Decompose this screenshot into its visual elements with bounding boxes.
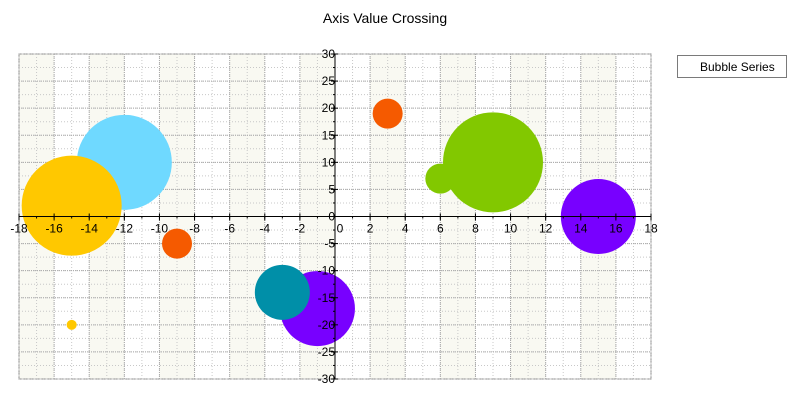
bubble-point [372, 98, 403, 129]
bubble-point [66, 319, 77, 330]
y-tick-label: -25 [318, 345, 336, 359]
x-tick-label: 16 [609, 222, 623, 236]
legend-swatch [684, 62, 694, 72]
x-tick-label: 2 [367, 222, 374, 236]
y-tick-label: -30 [318, 372, 336, 386]
y-tick-label: 0 [328, 210, 335, 224]
chart-title: Axis Value Crossing [322, 10, 448, 26]
y-tick-label: -20 [318, 318, 336, 332]
x-tick-label: 4 [402, 222, 409, 236]
y-tick-label: 20 [322, 101, 336, 115]
bubble-point [254, 264, 310, 320]
chart-legend: Bubble Series [677, 55, 787, 78]
y-tick-label: 25 [322, 74, 336, 88]
x-tick-label: 6 [437, 222, 444, 236]
x-tick-label: 18 [644, 222, 658, 236]
x-tick-label: -2 [295, 222, 306, 236]
x-tick-label: 10 [504, 222, 518, 236]
y-tick-label: -5 [324, 237, 335, 251]
x-tick-label: -8 [189, 222, 200, 236]
x-tick-label: -4 [259, 222, 270, 236]
y-tick-label: 30 [322, 47, 336, 61]
x-tick-label: 12 [539, 222, 553, 236]
bubble-point [443, 112, 543, 213]
y-tick-label: 5 [328, 182, 335, 196]
x-tick-label: -12 [116, 222, 134, 236]
y-tick-label: 10 [322, 155, 336, 169]
bubble-point [162, 228, 192, 259]
legend-label-bubble-series: Bubble Series [700, 59, 775, 74]
x-tick-label: 14 [574, 222, 588, 236]
y-tick-label: -10 [318, 264, 336, 278]
x-tick-label: -14 [81, 222, 99, 236]
x-tick-label: -6 [224, 222, 235, 236]
y-tick-label: 15 [322, 128, 336, 142]
x-tick-label: 8 [472, 222, 479, 236]
x-tick-label: -18 [10, 222, 28, 236]
x-tick-label: 0 [337, 222, 344, 236]
x-tick-label: -16 [45, 222, 63, 236]
bubble-point [21, 155, 122, 256]
x-tick-label: -10 [151, 222, 169, 236]
y-tick-label: -15 [318, 291, 336, 305]
